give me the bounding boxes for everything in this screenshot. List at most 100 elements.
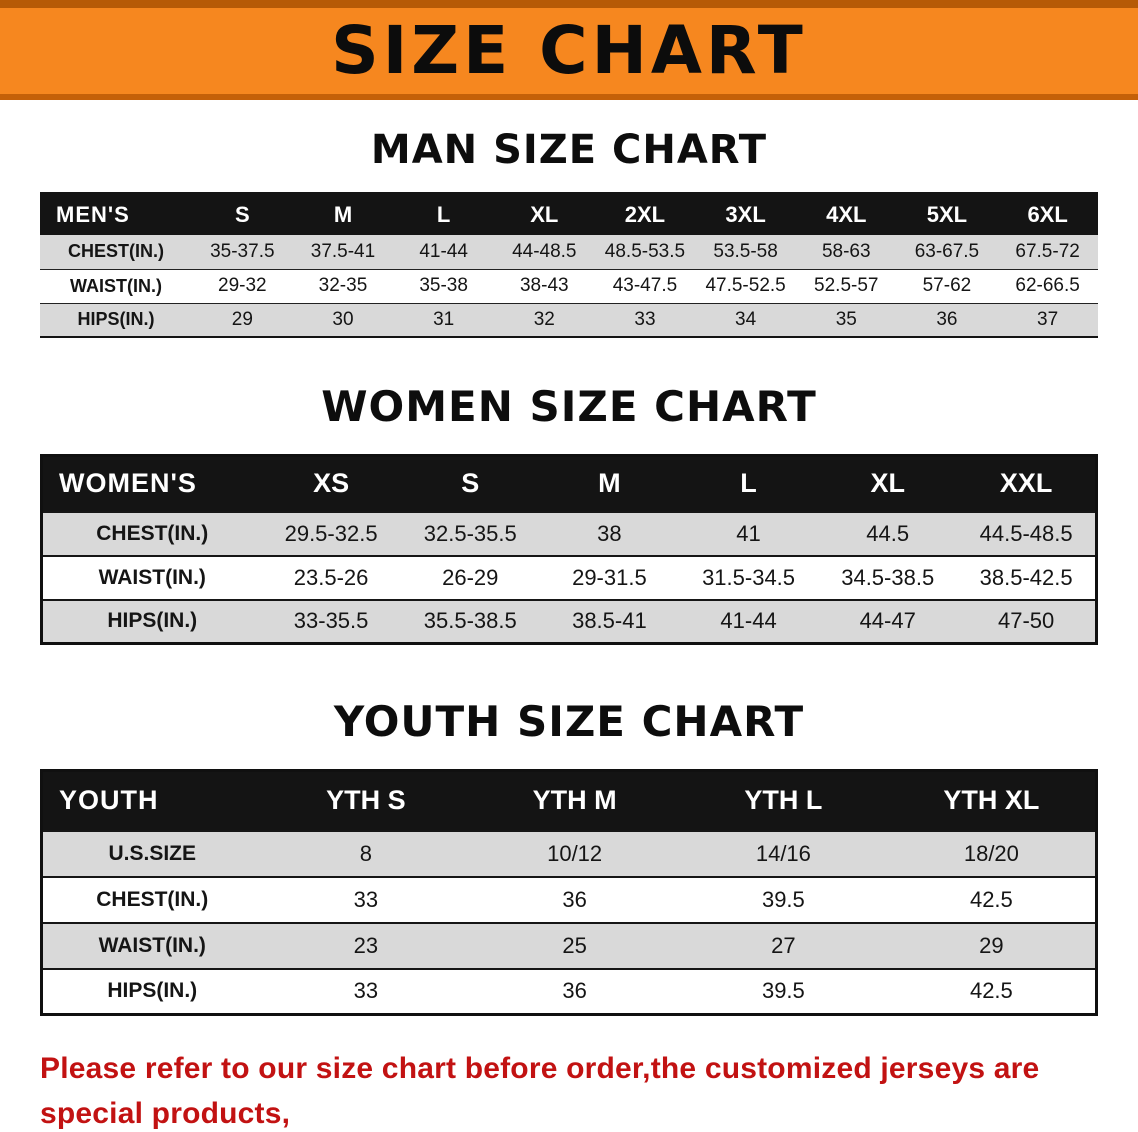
size-value-cell: 29.5-32.5 bbox=[284, 520, 378, 546]
size-header-cell: S bbox=[400, 455, 540, 512]
size-value-cell: 67.5-72 bbox=[1015, 240, 1080, 262]
size-value-cell: 33 bbox=[353, 978, 379, 1004]
size-header-cell: YTH M bbox=[470, 770, 679, 831]
size-value-cell: 37.5-41 bbox=[310, 240, 376, 262]
size-value-cell: 34 bbox=[735, 308, 757, 330]
disclaimer-line-1: Please refer to our size chart before or… bbox=[40, 1052, 1040, 1130]
size-value-cell: 29-32 bbox=[218, 275, 267, 296]
table-title-cell: MEN'S bbox=[40, 193, 192, 235]
measurement-row: WAIST(IN.) 23 25 27 29 bbox=[41, 922, 1097, 969]
size-value-cell: 26-29 bbox=[442, 564, 499, 590]
youth-chart-heading: YOUTH SIZE CHART bbox=[333, 697, 805, 746]
size-value-cell: 36 bbox=[562, 978, 587, 1004]
size-value-cell: 23 bbox=[353, 932, 379, 958]
size-header-cell: 5XL bbox=[896, 193, 998, 235]
size-value-cell: 42.5 bbox=[969, 978, 1013, 1004]
size-header-cell: XS bbox=[261, 455, 401, 512]
row-label: HIPS(IN.) bbox=[107, 979, 198, 1003]
size-value-cell: 23.5-26 bbox=[293, 564, 369, 590]
size-value-cell: 44-48.5 bbox=[512, 240, 577, 262]
size-value-cell: 62-66.5 bbox=[1015, 275, 1080, 296]
table-header-row: YOUTH YTH S YTH M YTH L YTH XL bbox=[41, 770, 1097, 831]
row-label: CHEST(IN.) bbox=[68, 241, 164, 262]
men-chart-heading: MAN SIZE CHART bbox=[370, 127, 768, 173]
measurement-row: CHEST(IN.) 35-37.5 37.5-41 41-44 44-48.5 48.5… bbox=[40, 235, 1098, 269]
table-header-row: WOMEN'S XS S M L XL XXL bbox=[41, 455, 1097, 512]
size-value-cell: 47.5-52.5 bbox=[705, 275, 786, 296]
measurement-row: U.S.SIZE 8 10/12 14/16 18/20 bbox=[41, 830, 1097, 877]
size-value-cell: 27 bbox=[771, 932, 796, 958]
size-header-cell: YTH XL bbox=[887, 770, 1097, 831]
size-value-cell: 29 bbox=[979, 932, 1004, 958]
page-title: SIZE CHART bbox=[331, 12, 807, 89]
size-header-cell: YTH L bbox=[679, 770, 888, 831]
measurement-row: CHEST(IN.) 33 36 39.5 42.5 bbox=[41, 876, 1097, 923]
size-value-cell: 25 bbox=[562, 932, 587, 958]
size-value-cell: 38.5-42.5 bbox=[979, 564, 1073, 590]
size-value-cell: 41 bbox=[736, 520, 761, 546]
row-label: CHEST(IN.) bbox=[96, 521, 209, 545]
size-value-cell: 57-62 bbox=[922, 275, 972, 296]
size-header-cell: 6XL bbox=[997, 193, 1098, 235]
size-value-cell: 53.5-58 bbox=[713, 240, 778, 262]
size-value-cell: 44.5 bbox=[866, 520, 910, 546]
size-value-cell: 38 bbox=[597, 520, 622, 546]
row-label: U.S.SIZE bbox=[108, 841, 197, 865]
size-header-cell: XL bbox=[818, 455, 958, 512]
size-value-cell: 35-38 bbox=[419, 275, 468, 296]
men-size-chart-table: MEN'S S M L XL 2XL 3XL 4XL 5XL 6XL CHEST(IN.) 35-37… bbox=[40, 192, 1098, 338]
size-value-cell: 29-31.5 bbox=[572, 564, 647, 590]
size-value-cell: 18/20 bbox=[963, 840, 1019, 866]
size-value-cell: 29 bbox=[231, 308, 253, 330]
row-label: WAIST(IN.) bbox=[98, 933, 206, 957]
size-value-cell: 39.5 bbox=[761, 886, 805, 912]
row-label: HIPS(IN.) bbox=[77, 309, 155, 330]
size-value-cell: 42.5 bbox=[969, 886, 1013, 912]
size-value-cell: 48.5-53.5 bbox=[604, 240, 686, 262]
measurement-row: CHEST(IN.) 29.5-32.5 32.5-35.5 38 41 44.5 44.5… bbox=[41, 511, 1097, 556]
row-label: CHEST(IN.) bbox=[96, 887, 209, 911]
size-value-cell: 44-47 bbox=[859, 608, 916, 634]
size-header-cell: 3XL bbox=[695, 193, 796, 235]
size-value-cell: 31.5-34.5 bbox=[702, 564, 796, 590]
size-value-cell: 33-35.5 bbox=[293, 608, 369, 634]
size-value-cell: 35 bbox=[835, 308, 857, 330]
size-header-cell: S bbox=[192, 193, 293, 235]
size-value-cell: 32 bbox=[533, 308, 555, 330]
size-value-cell: 47-50 bbox=[998, 608, 1055, 634]
table-title-cell: WOMEN'S bbox=[41, 455, 262, 512]
size-header-cell: 2XL bbox=[594, 193, 696, 235]
size-value-cell: 37 bbox=[1037, 308, 1059, 330]
size-value-cell: 31 bbox=[433, 308, 455, 330]
size-value-cell: 44.5-48.5 bbox=[979, 520, 1073, 546]
size-value-cell: 32-35 bbox=[318, 275, 368, 296]
measurement-row: WAIST(IN.) 23.5-26 26-29 29-31.5 31.5-34.5 34… bbox=[41, 555, 1097, 600]
measurement-row: HIPS(IN.) 29 30 31 32 33 34 35 36 37 bbox=[40, 303, 1098, 337]
size-value-cell: 35-37.5 bbox=[210, 240, 275, 262]
women-chart-heading: WOMEN SIZE CHART bbox=[321, 382, 817, 431]
row-label: HIPS(IN.) bbox=[107, 609, 198, 633]
size-header-cell: L bbox=[678, 455, 819, 512]
measurement-row: HIPS(IN.) 33 36 39.5 42.5 bbox=[41, 968, 1097, 1015]
size-value-cell: 41-44 bbox=[720, 608, 777, 634]
measurement-row: HIPS(IN.) 33-35.5 35.5-38.5 38.5-41 41-44 44-… bbox=[41, 599, 1097, 644]
size-value-cell: 41-44 bbox=[419, 240, 468, 262]
table-title-cell: YOUTH bbox=[41, 770, 262, 831]
size-header-cell: M bbox=[539, 455, 679, 512]
size-header-cell: M bbox=[292, 193, 394, 235]
size-value-cell: 35.5-38.5 bbox=[423, 608, 517, 634]
size-value-cell: 38.5-41 bbox=[572, 608, 647, 634]
row-label: WAIST(IN.) bbox=[70, 275, 162, 296]
youth-size-chart-table: YOUTH YTH S YTH M YTH L YTH XL U.S.SIZE 8 10/12… bbox=[40, 769, 1098, 1016]
size-value-cell: 43-47.5 bbox=[612, 275, 678, 296]
size-value-cell: 63-67.5 bbox=[914, 240, 980, 262]
size-header-cell: YTH S bbox=[261, 770, 471, 831]
size-value-cell: 52.5-57 bbox=[814, 275, 879, 296]
size-value-cell: 36 bbox=[562, 886, 587, 912]
size-value-cell: 38-43 bbox=[519, 275, 569, 296]
size-value-cell: 33 bbox=[634, 308, 656, 330]
women-size-chart-table: WOMEN'S XS S M L XL XXL CHEST(IN.) 29.5-32.5 32.5… bbox=[40, 454, 1098, 645]
size-value-cell: 30 bbox=[332, 308, 354, 330]
row-label: WAIST(IN.) bbox=[98, 565, 206, 589]
size-header-cell: XL bbox=[493, 193, 595, 235]
